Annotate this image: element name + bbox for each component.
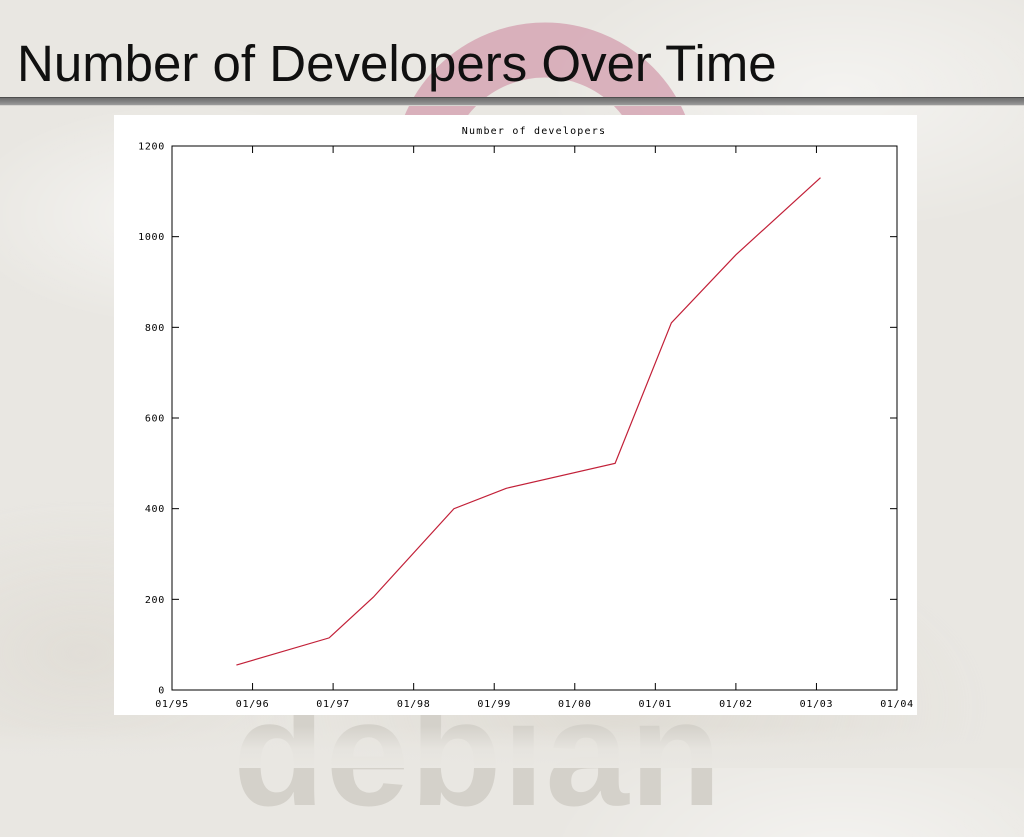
- x-tick-label: 01/98: [397, 699, 431, 710]
- x-tick-label: 01/95: [155, 699, 189, 710]
- x-tick-label: 01/00: [558, 699, 592, 710]
- y-tick-label: 600: [145, 414, 165, 425]
- x-tick-label: 01/97: [316, 699, 350, 710]
- x-tick-label: 01/01: [639, 699, 673, 710]
- chart-panel: Number of developers 01/95 01/96 01/97 01/9…: [114, 115, 917, 715]
- watermark-fade-overlay: [0, 726, 1024, 768]
- x-tick-label: 01/03: [800, 699, 834, 710]
- x-tick-label: 01/96: [236, 699, 270, 710]
- y-tick-label: 1000: [138, 232, 165, 243]
- title-divider: [0, 97, 1024, 106]
- plot-border: [171, 145, 898, 691]
- y-tick-label: 1200: [138, 142, 165, 153]
- developers-line: [236, 177, 821, 666]
- y-tick-label: 400: [145, 504, 165, 515]
- y-tick-label: 800: [145, 323, 165, 334]
- x-tick-label: 01/02: [719, 699, 753, 710]
- y-tick-label: 200: [145, 595, 165, 606]
- x-tick-label: 01/99: [477, 699, 511, 710]
- y-tick-label: 0: [158, 686, 165, 697]
- line-chart: Number of developers 01/95 01/96 01/97 01/9…: [138, 126, 914, 710]
- x-tick-label: 01/04: [880, 699, 914, 710]
- chart-title: Number of developers: [462, 126, 606, 137]
- slide-title: Number of Developers Over Time: [17, 35, 777, 92]
